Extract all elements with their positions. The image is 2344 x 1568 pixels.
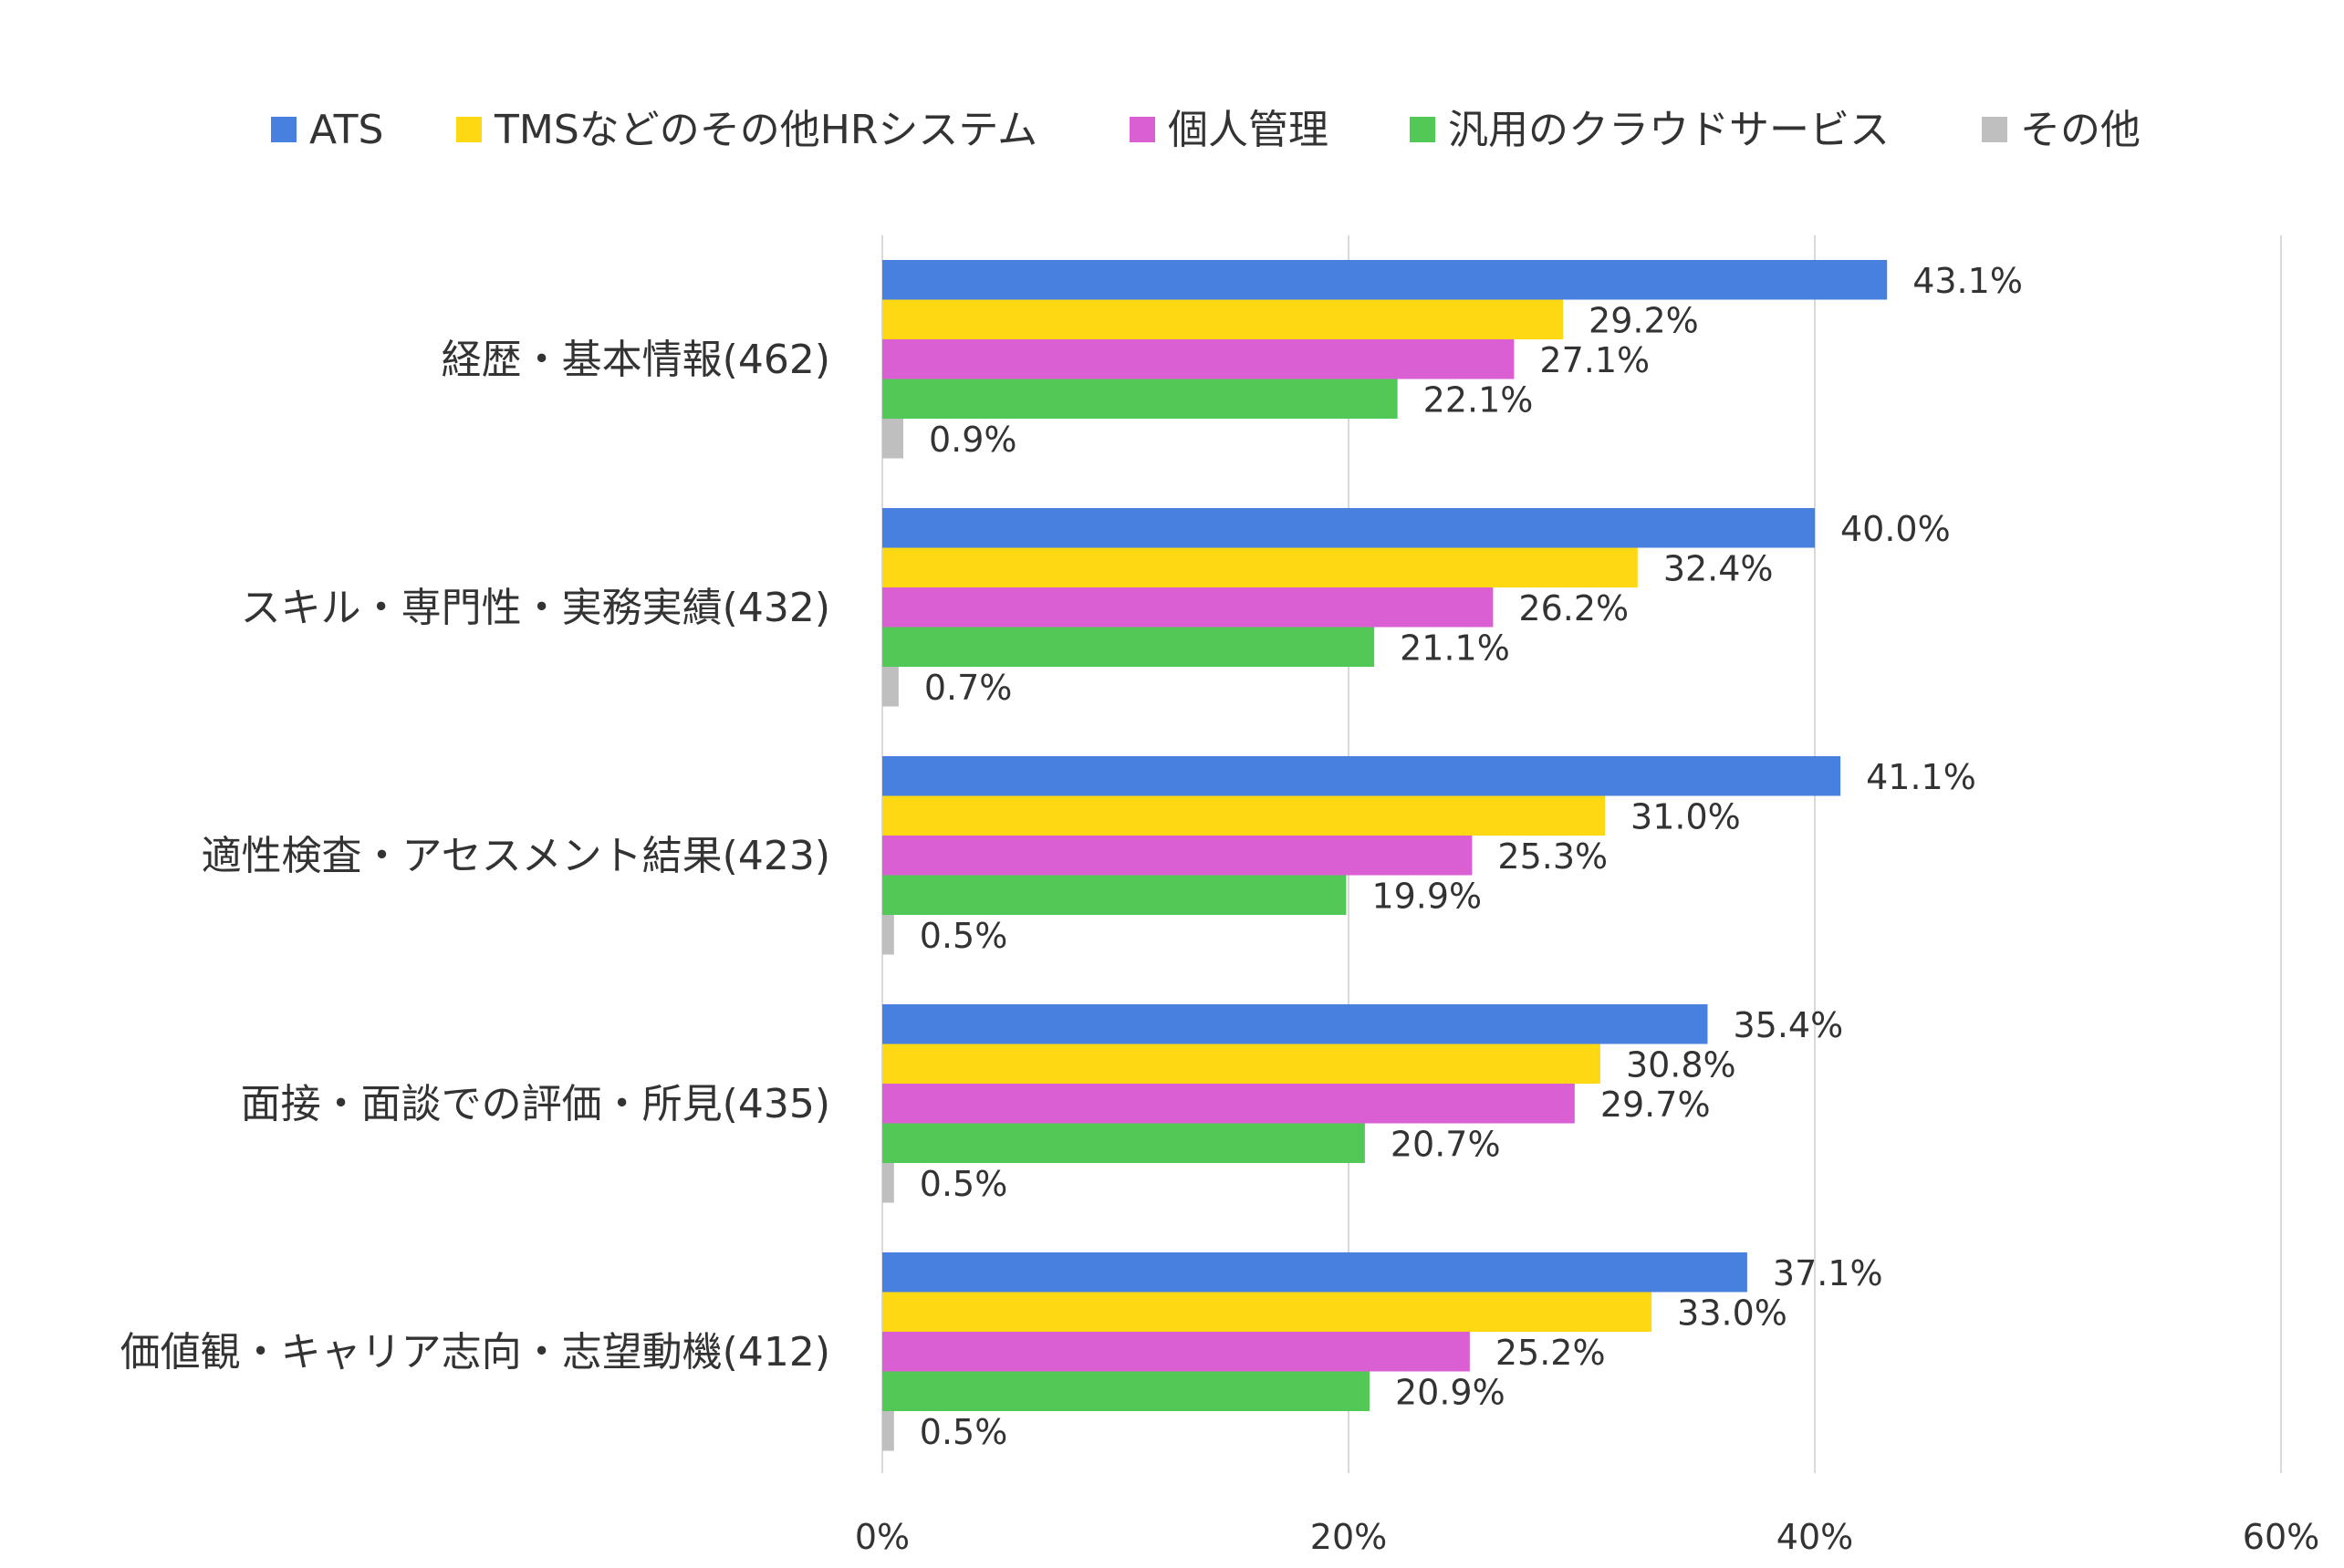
x-axis: 0% 20% 40% 60% [855,1517,2319,1557]
bar [882,836,1473,876]
data-label: 31.0% [1630,796,1741,836]
legend-swatch [271,117,297,142]
data-label: 43.1% [1912,261,2023,301]
value-labels: 43.1%29.2%27.1%22.1%0.9%40.0%32.4%26.2%2… [920,261,2023,1452]
bar [882,587,1494,628]
bar [882,1123,1365,1163]
data-label: 35.4% [1733,1005,1843,1045]
legend-label: 個人管理 [1168,107,1328,153]
data-label: 20.7% [1391,1124,1501,1164]
data-label: 19.9% [1371,876,1482,916]
bar [882,1084,1575,1124]
bars [882,260,1888,1451]
bar [882,1252,1747,1293]
category-label: 面接・面談での評価・所見(435) [241,1081,830,1127]
data-label: 41.1% [1866,757,1976,797]
legend-label: ATS [309,107,384,153]
category-label: スキル・専門性・実務実績(432) [241,585,830,631]
bar [882,1044,1600,1084]
category-labels: 経歴・基本情報(462) スキル・専門性・実務実績(432) 適性検査・アセスメント… [120,337,830,1376]
bar [882,508,1815,548]
legend-label: 汎用のクラウドサービス [1448,107,1890,153]
bar [882,1411,894,1451]
bar [882,299,1564,339]
legend-swatch [1410,117,1435,142]
bar [882,260,1888,300]
bar [882,1332,1470,1372]
bar [882,1371,1370,1411]
data-label: 30.8% [1626,1044,1736,1085]
data-label: 0.5% [920,916,1008,956]
chart-legend: ATS TMSなどのその他HRシステム 個人管理 汎用のクラウドサービス その他 [271,107,2141,153]
bar [882,419,903,459]
data-label: 27.1% [1539,340,1650,380]
data-label: 33.0% [1677,1293,1787,1333]
bar [882,1163,894,1203]
bar [882,547,1638,587]
data-label: 21.1% [1400,628,1510,668]
bar [882,379,1398,419]
data-label: 40.0% [1840,509,1951,549]
legend-swatch [1982,117,2007,142]
data-label: 0.5% [920,1412,1008,1452]
data-label: 29.7% [1600,1085,1711,1125]
x-tick-label: 40% [1776,1517,1853,1557]
legend-swatch [456,117,482,142]
bar [882,795,1606,836]
data-label: 26.2% [1518,588,1629,628]
x-tick-label: 60% [2243,1517,2319,1557]
data-label: 20.9% [1395,1372,1505,1412]
bar [882,915,894,955]
category-label: 価値観・キャリア志向・志望動機(412) [120,1329,830,1376]
bar [882,1292,1652,1332]
bar [882,1004,1708,1044]
legend-label: その他 [2020,107,2141,153]
category-label: 経歴・基本情報(462) [442,337,830,383]
data-label: 25.3% [1497,836,1608,877]
bar [882,756,1841,796]
legend-label: TMSなどのその他HRシステム [494,107,1037,153]
data-label: 37.1% [1773,1253,1883,1293]
x-tick-label: 20% [1310,1517,1387,1557]
bar [882,667,899,707]
bar [882,627,1375,667]
data-label: 29.2% [1589,300,1699,340]
legend-swatch [1130,117,1155,142]
data-label: 0.5% [920,1164,1008,1204]
data-label: 32.4% [1663,548,1774,588]
bar [882,875,1347,915]
x-tick-label: 0% [855,1517,910,1557]
bar [882,339,1515,379]
data-label: 0.9% [929,420,1017,460]
data-label: 0.7% [924,668,1013,708]
data-label: 22.1% [1423,379,1534,420]
data-label: 25.2% [1495,1333,1606,1373]
category-label: 適性検査・アセスメント結果(423) [202,833,830,879]
